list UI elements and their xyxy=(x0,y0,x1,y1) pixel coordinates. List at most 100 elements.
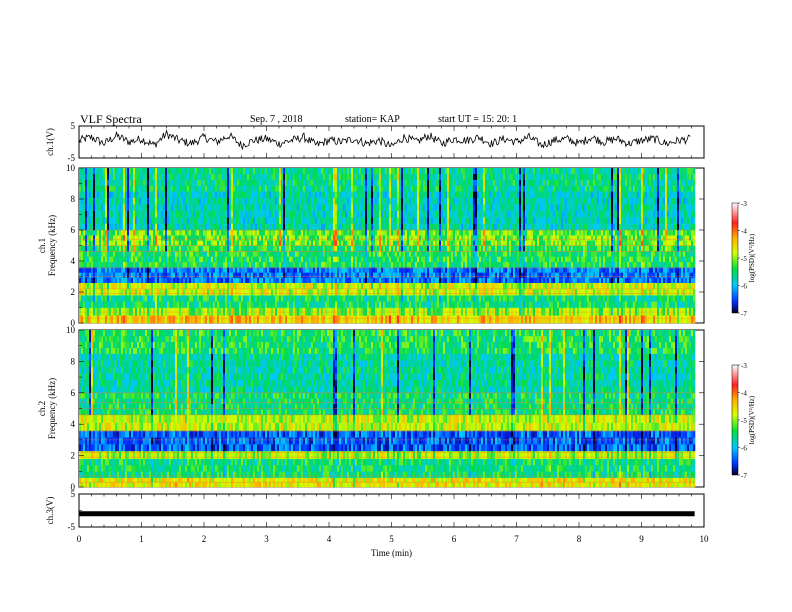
spectrogram-cell xyxy=(275,256,278,263)
spectrogram-cell xyxy=(335,256,338,263)
spectrogram-cell xyxy=(273,173,276,180)
spectrogram-cell xyxy=(179,210,182,218)
spectrogram-cell xyxy=(387,288,390,296)
spectrogram-cell xyxy=(443,197,446,205)
spectrogram-cell xyxy=(419,185,422,192)
spectrogram-cell xyxy=(189,277,192,283)
spectrogram-cell xyxy=(117,235,120,241)
spectrogram-cell xyxy=(143,173,146,180)
spectrogram-cell xyxy=(423,204,426,211)
spectrogram-cell xyxy=(107,210,110,218)
spectrogram-cell xyxy=(379,173,382,180)
spectrogram-cell xyxy=(261,295,264,302)
spectrogram-cell xyxy=(349,261,352,268)
spectrogram-cell xyxy=(367,315,370,324)
spectrogram-cell xyxy=(307,282,310,290)
spectrogram-cell xyxy=(377,277,380,283)
spectrogram-cell xyxy=(305,261,308,268)
spectrogram-cell xyxy=(197,223,200,231)
spectrogram-cell xyxy=(107,235,110,241)
spectrogram-cell xyxy=(379,250,382,257)
spectrogram-cell xyxy=(229,256,232,263)
spectrogram-cell xyxy=(85,256,88,263)
spectrogram-cell xyxy=(119,282,122,290)
spectrogram-cell xyxy=(205,168,208,175)
spectrogram-cell xyxy=(303,272,306,278)
spectrogram-cell xyxy=(397,288,400,296)
spectrogram-cell xyxy=(429,235,432,241)
spectrogram-cell xyxy=(155,261,158,268)
spectrogram-cell xyxy=(263,245,266,252)
spectrogram-cell xyxy=(439,282,442,290)
spectrogram-cell xyxy=(225,315,228,324)
spectrogram-cell xyxy=(315,256,318,263)
spectrogram-cell xyxy=(371,250,374,257)
spectrogram-cell xyxy=(173,250,176,257)
spectrogram-cell xyxy=(225,210,228,218)
spectrogram-cell xyxy=(415,261,418,268)
spectrogram-cell xyxy=(129,245,132,252)
spectrogram-cell xyxy=(327,179,330,186)
spectrogram-cell xyxy=(287,267,290,273)
spectrogram-cell xyxy=(135,307,138,316)
spectrogram-cell xyxy=(355,235,358,241)
spectrogram-cell xyxy=(181,240,184,246)
spectrogram-cell xyxy=(269,282,272,290)
spectrogram-cell xyxy=(261,240,264,246)
spectrogram-cell xyxy=(95,210,98,218)
spectrogram-cell xyxy=(249,240,252,246)
spectrogram-cell xyxy=(253,267,256,273)
spectrogram-cell xyxy=(281,168,284,175)
spectrogram-cell xyxy=(157,223,160,231)
spectrogram-cell xyxy=(427,223,430,231)
spectrogram-cell xyxy=(255,250,258,257)
spectrogram-cell xyxy=(439,179,442,186)
spectrogram-cell xyxy=(117,315,120,324)
spectrogram-cell xyxy=(199,179,202,186)
spectrogram-cell xyxy=(133,277,136,283)
spectrogram-cell xyxy=(339,315,342,324)
spectrogram-cell xyxy=(405,223,408,231)
spectrogram-cell xyxy=(185,277,188,283)
spectrogram-cell xyxy=(175,230,178,236)
spectrogram-cell xyxy=(277,295,280,302)
spectrogram-cell xyxy=(295,235,298,241)
spectrogram-cell xyxy=(253,261,256,268)
spectrogram-cell xyxy=(381,250,384,257)
spectrogram-cell xyxy=(355,191,358,199)
spectrogram-cell xyxy=(101,307,104,316)
spectrogram-cell xyxy=(255,245,258,252)
spectrogram-cell xyxy=(85,185,88,192)
spectrogram-cell xyxy=(93,245,96,252)
spectrogram-cell xyxy=(197,295,200,302)
spectrogram-cell xyxy=(237,315,240,324)
spectrogram-cell xyxy=(241,210,244,218)
spectrogram-cell xyxy=(387,295,390,302)
spectrogram-cell xyxy=(395,277,398,283)
spectrogram-cell xyxy=(323,307,326,316)
spectrogram-cell xyxy=(361,277,364,283)
spectrogram-cell xyxy=(191,197,194,205)
spectrogram-cell xyxy=(137,315,140,324)
spectrogram-cell xyxy=(363,210,366,218)
spectrogram-cell xyxy=(399,261,402,268)
spectrogram-cell xyxy=(93,282,96,290)
spectrogram-cell xyxy=(85,168,88,175)
spectrogram-cell xyxy=(423,223,426,231)
spectrogram-cell xyxy=(171,245,174,252)
spectrogram-cell xyxy=(213,191,216,199)
spectrogram-cell xyxy=(165,307,168,316)
spectrogram-cell xyxy=(113,217,116,224)
spectrogram-cell xyxy=(367,240,370,246)
spectrogram-cell xyxy=(233,261,236,268)
spectrogram-cell xyxy=(419,240,422,246)
spectrogram-cell xyxy=(229,223,232,231)
spectrogram-cell xyxy=(305,288,308,296)
spectrogram-cell xyxy=(243,217,246,224)
spectrogram-cell xyxy=(203,173,206,180)
spectrogram-cell xyxy=(401,235,404,241)
spectrogram-cell xyxy=(325,223,328,231)
spectrogram-cell xyxy=(445,223,448,231)
spectrogram-cell xyxy=(333,223,336,231)
spectrogram-cell xyxy=(221,197,224,205)
